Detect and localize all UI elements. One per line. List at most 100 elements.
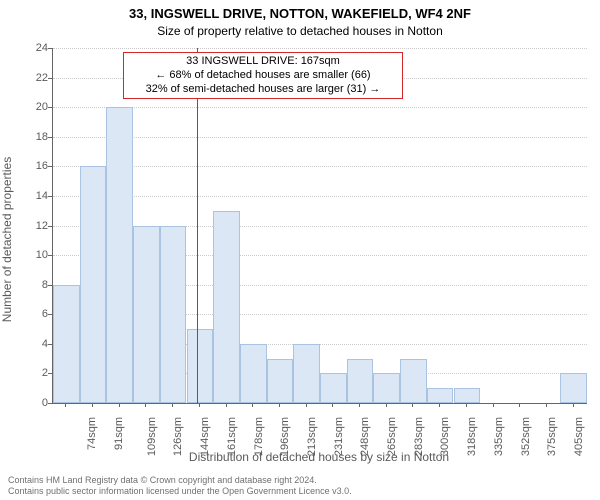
y-tick-mark — [48, 373, 52, 374]
y-tick-mark — [48, 196, 52, 197]
y-tick-label: 16 — [8, 160, 48, 172]
y-tick-mark — [48, 255, 52, 256]
x-tick-mark — [412, 403, 413, 407]
x-tick-label: 265sqm — [386, 417, 398, 456]
footer-line-2: Contains public sector information licen… — [8, 486, 352, 496]
y-axis-label: Number of detached properties — [0, 62, 14, 417]
y-tick-mark — [48, 78, 52, 79]
y-tick-label: 20 — [8, 101, 48, 113]
y-tick-label: 4 — [8, 338, 48, 350]
y-tick-label: 14 — [8, 190, 48, 202]
x-tick-mark — [65, 403, 66, 407]
chart-title: 33, INGSWELL DRIVE, NOTTON, WAKEFIELD, W… — [0, 6, 600, 21]
y-tick-mark — [48, 226, 52, 227]
footer-line-1: Contains HM Land Registry data © Crown c… — [8, 475, 352, 485]
annotation-line: 32% of semi-detached houses are larger (… — [130, 83, 396, 97]
histogram-bar — [427, 388, 454, 403]
histogram-bar — [293, 344, 320, 403]
y-tick-mark — [48, 107, 52, 108]
histogram-bar — [160, 226, 187, 404]
x-tick-label: 126sqm — [173, 417, 185, 456]
x-tick-mark — [92, 403, 93, 407]
x-tick-mark — [519, 403, 520, 407]
x-tick-label: 144sqm — [199, 417, 211, 456]
x-tick-label: 196sqm — [279, 417, 291, 456]
x-tick-mark — [199, 403, 200, 407]
y-tick-mark — [48, 403, 52, 404]
x-axis-label: Distribution of detached houses by size … — [52, 450, 586, 464]
y-tick-mark — [48, 285, 52, 286]
y-tick-label: 6 — [8, 308, 48, 320]
y-tick-label: 18 — [8, 131, 48, 143]
y-tick-mark — [48, 344, 52, 345]
x-tick-label: 283sqm — [413, 417, 425, 456]
x-tick-label: 231sqm — [333, 417, 345, 456]
y-tick-mark — [48, 137, 52, 138]
y-tick-label: 12 — [8, 220, 48, 232]
annotation-line: ← 68% of detached houses are smaller (66… — [130, 69, 396, 83]
y-tick-label: 0 — [8, 397, 48, 409]
y-tick-mark — [48, 48, 52, 49]
y-tick-label: 10 — [8, 249, 48, 261]
histogram-bar — [320, 373, 347, 403]
histogram-bar — [454, 388, 481, 403]
x-tick-mark — [252, 403, 253, 407]
histogram-bar — [240, 344, 267, 403]
histogram-bar — [187, 329, 214, 403]
x-tick-mark — [546, 403, 547, 407]
x-tick-label: 318sqm — [466, 417, 478, 456]
x-tick-mark — [386, 403, 387, 407]
histogram-bar — [373, 373, 400, 403]
x-tick-label: 178sqm — [253, 417, 265, 456]
reference-line — [197, 48, 198, 403]
x-tick-label: 161sqm — [226, 417, 238, 456]
chart-subtitle: Size of property relative to detached ho… — [0, 24, 600, 38]
y-tick-label: 24 — [8, 42, 48, 54]
footer-attribution: Contains HM Land Registry data © Crown c… — [8, 475, 352, 496]
x-tick-label: 375sqm — [546, 417, 558, 456]
y-tick-label: 2 — [8, 367, 48, 379]
y-tick-label: 8 — [8, 279, 48, 291]
x-tick-mark — [306, 403, 307, 407]
x-tick-label: 248sqm — [359, 417, 371, 456]
x-tick-mark — [493, 403, 494, 407]
y-tick-label: 22 — [8, 72, 48, 84]
x-tick-label: 74sqm — [86, 417, 98, 450]
x-tick-label: 213sqm — [306, 417, 318, 456]
histogram-bar — [267, 359, 294, 403]
y-tick-mark — [48, 314, 52, 315]
x-tick-label: 300sqm — [440, 417, 452, 456]
x-tick-label: 91sqm — [113, 417, 125, 450]
annotation-line: 33 INGSWELL DRIVE: 167sqm — [130, 55, 396, 69]
histogram-bar — [80, 166, 107, 403]
histogram-bar — [106, 107, 133, 403]
x-tick-mark — [145, 403, 146, 407]
x-tick-mark — [226, 403, 227, 407]
histogram-bar — [53, 285, 80, 403]
x-tick-label: 109sqm — [146, 417, 158, 456]
gridline — [53, 48, 587, 49]
gridline — [53, 166, 587, 167]
gridline — [53, 196, 587, 197]
x-tick-mark — [279, 403, 280, 407]
x-tick-mark — [573, 403, 574, 407]
gridline — [53, 107, 587, 108]
y-tick-mark — [48, 166, 52, 167]
x-tick-mark — [359, 403, 360, 407]
x-tick-mark — [332, 403, 333, 407]
x-tick-label: 335sqm — [493, 417, 505, 456]
annotation-box: 33 INGSWELL DRIVE: 167sqm← 68% of detach… — [123, 52, 403, 99]
x-tick-label: 352sqm — [520, 417, 532, 456]
x-tick-mark — [172, 403, 173, 407]
x-tick-label: 405sqm — [573, 417, 585, 456]
x-tick-mark — [439, 403, 440, 407]
histogram-bar — [133, 226, 160, 404]
gridline — [53, 137, 587, 138]
plot-area: 33 INGSWELL DRIVE: 167sqm← 68% of detach… — [52, 48, 587, 404]
histogram-bar — [213, 211, 240, 403]
x-tick-mark — [119, 403, 120, 407]
histogram-bar — [400, 359, 427, 403]
x-tick-mark — [466, 403, 467, 407]
histogram-bar — [347, 359, 374, 403]
histogram-bar — [560, 373, 587, 403]
